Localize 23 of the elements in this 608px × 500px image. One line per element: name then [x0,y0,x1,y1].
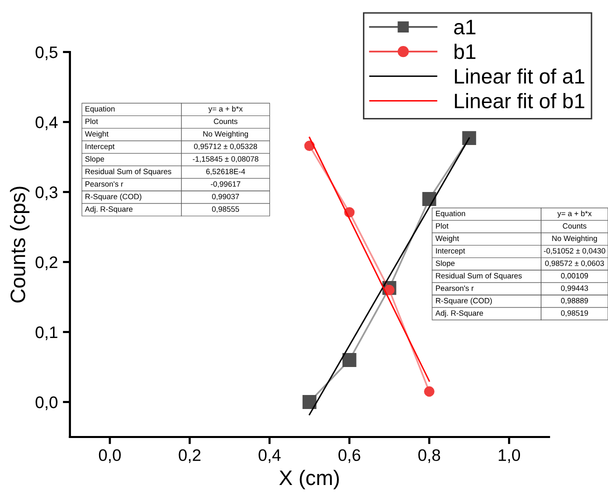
x-tick-label: 1,0 [498,449,520,464]
point [342,353,356,367]
y-tick-label: 0,0 [36,396,58,410]
y-axis-title: Counts (cps) [10,186,30,302]
x-tick-label: 0,0 [98,449,121,464]
point [422,192,436,206]
y-tick-label: 0,4 [36,116,58,130]
y-tick-label: 0,5 [36,46,58,60]
x-tick-label: 0,8 [418,449,440,464]
point [302,395,316,409]
legend-label: b1 [454,44,476,60]
legend-label: Linear fit of b1 [454,93,584,108]
x-tick-label: 0,4 [258,449,281,464]
legend-label: Linear fit of a1 [454,68,584,84]
y-tick-label: 0,2 [36,256,58,270]
legend-label: a1 [454,20,476,34]
point [424,386,434,397]
x-tick-label: 0,6 [338,449,360,464]
point [462,131,476,146]
x-tick-label: 0,2 [178,449,200,464]
y-tick-label: 0,1 [36,326,58,340]
x-axis-title: X (cm) [279,470,339,490]
y-tick-label: 0,3 [36,186,58,200]
